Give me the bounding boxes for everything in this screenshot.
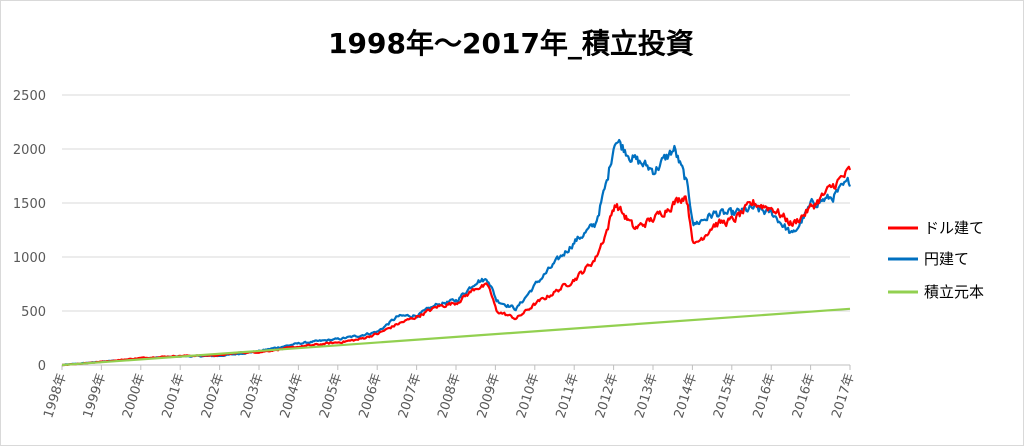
x-tick-label: 2005年 bbox=[317, 372, 346, 420]
x-axis-ticks: 1998年 1999年 2000年 2001年 2002年 2003年 2004年 2005年… bbox=[41, 365, 858, 420]
x-tick-label: 2008年 bbox=[435, 372, 464, 420]
x-tick-label: 1998年 bbox=[41, 372, 70, 420]
y-tick-label: 1000 bbox=[13, 251, 46, 266]
legend-label: 積立元本 bbox=[924, 283, 984, 301]
x-tick-label: 2001年 bbox=[159, 372, 188, 420]
x-tick-label: 2002年 bbox=[199, 372, 228, 420]
gridlines bbox=[62, 94, 850, 366]
x-tick-label: 2014年 bbox=[672, 372, 701, 420]
x-tick-label: 2010年 bbox=[514, 372, 543, 420]
y-tick-label: 0 bbox=[38, 359, 46, 374]
series-line-2 bbox=[61, 307, 851, 367]
legend-label: ドル建て bbox=[924, 219, 984, 237]
x-tick-label: 2016年 bbox=[790, 372, 819, 420]
chart-title: 1998年～2017年_積立投資 bbox=[328, 27, 694, 60]
y-tick-label: 2500 bbox=[13, 89, 46, 104]
x-tick-label: 2012年 bbox=[593, 372, 622, 420]
x-tick-label: 1999年 bbox=[81, 372, 110, 420]
y-axis-ticks: 0 500 1000 1500 2000 2500 bbox=[13, 89, 46, 374]
y-tick-label: 1500 bbox=[13, 197, 46, 212]
x-tick-label: 2013年 bbox=[632, 372, 661, 420]
series-line-0 bbox=[61, 165, 852, 367]
x-tick-label: 2006年 bbox=[356, 372, 385, 420]
x-tick-label: 2003年 bbox=[238, 372, 267, 420]
legend-label: 円建て bbox=[924, 250, 969, 268]
series-line-1 bbox=[62, 138, 852, 367]
x-tick-label: 2011年 bbox=[553, 372, 582, 420]
x-tick-label: 2007年 bbox=[396, 372, 425, 420]
y-tick-label: 2000 bbox=[13, 143, 46, 158]
series-lines bbox=[61, 138, 852, 367]
x-tick-label: 2000年 bbox=[120, 372, 149, 420]
y-tick-label: 500 bbox=[21, 305, 46, 320]
x-tick-label: 2017年 bbox=[829, 372, 858, 420]
x-tick-label: 2004年 bbox=[278, 372, 307, 420]
x-tick-label: 2009年 bbox=[475, 372, 504, 420]
x-tick-label: 2016年 bbox=[750, 372, 779, 420]
x-tick-label: 2015年 bbox=[711, 372, 740, 420]
